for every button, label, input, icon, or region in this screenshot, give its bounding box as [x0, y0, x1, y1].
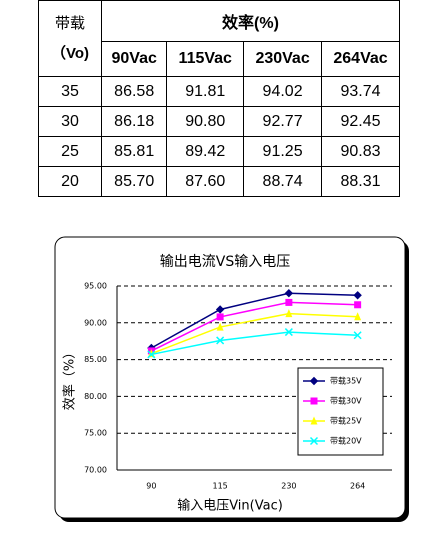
efficiency-header: 效率(%): [101, 0, 400, 42]
column-header: 115Vac: [166, 41, 245, 77]
table-row: 25 85.81 89.42 91.25 90.83: [38, 136, 400, 167]
y-axis-label: 效率（%）: [62, 346, 78, 410]
table-cell: 92.45: [321, 106, 400, 137]
legend-label: 带载35V: [330, 376, 362, 386]
table-cell: 89.42: [166, 136, 245, 167]
marker: [216, 336, 225, 345]
marker: [284, 328, 293, 337]
table-cell: 20: [38, 166, 102, 197]
marker: [216, 322, 224, 331]
marker: [309, 376, 319, 386]
marker: [285, 298, 293, 306]
marker: [310, 416, 318, 425]
marker: [215, 305, 225, 314]
marker: [147, 350, 156, 359]
series-line: [151, 292, 358, 349]
table-cell: 93.74: [321, 76, 400, 107]
table-cell: 88.31: [321, 166, 400, 197]
x-tick-label: 90: [146, 482, 156, 491]
x-tick-label: 115: [212, 482, 227, 491]
y-tick-label: 80.00: [84, 392, 107, 401]
series-line: [151, 331, 358, 356]
legend-label: 带载25V: [330, 416, 362, 426]
series-line: [151, 312, 358, 355]
table-cell: 87.60: [166, 166, 245, 197]
column-header: 90Vac: [100, 41, 168, 77]
marker: [353, 331, 362, 340]
chart-title: 输出电流VS输入电压: [160, 254, 290, 270]
marker: [285, 309, 293, 318]
load-unit: （Vo): [50, 44, 90, 62]
marker: [310, 397, 318, 405]
marker: [309, 436, 319, 446]
load: 带载: [54, 14, 85, 32]
x-tick-label: 230: [281, 482, 296, 491]
table-cell: 94.02: [243, 76, 323, 107]
y-tick-label: 85.00: [84, 355, 107, 364]
table-cell: 88.74: [243, 166, 323, 197]
marker: [354, 301, 362, 309]
y-tick-label: 95.00: [84, 282, 107, 291]
marker: [216, 313, 224, 321]
table-cell: 90.80: [166, 106, 245, 137]
table-cell: 35: [38, 76, 102, 107]
y-tick-label: 75.00: [84, 429, 107, 438]
marker: [284, 289, 294, 298]
series-line: [151, 301, 358, 352]
y-tick-label: 90.00: [84, 318, 107, 327]
table-cell: 91.25: [243, 136, 323, 167]
legend-label: 带载30V: [330, 396, 362, 406]
marker: [354, 312, 362, 321]
table-row: 20 85.70 87.60 88.74 88.31: [38, 166, 400, 197]
table-cell: 85.70: [100, 166, 168, 197]
x-axis-label: 输入电压Vin(Vac): [177, 498, 283, 514]
x-tick-label: 264: [350, 482, 365, 491]
table-cell: 86.58: [100, 76, 168, 107]
legend-label: 带载20V: [330, 436, 362, 446]
marker: [353, 291, 362, 300]
efficiency-table: 带载 （Vo) 效率(%) 90Vac 115Vac 230Vac 264Vac 35 8…: [38, 0, 400, 197]
load-header: 带载 （Vo): [38, 0, 102, 77]
y-tick-label: 70.00: [84, 466, 107, 475]
